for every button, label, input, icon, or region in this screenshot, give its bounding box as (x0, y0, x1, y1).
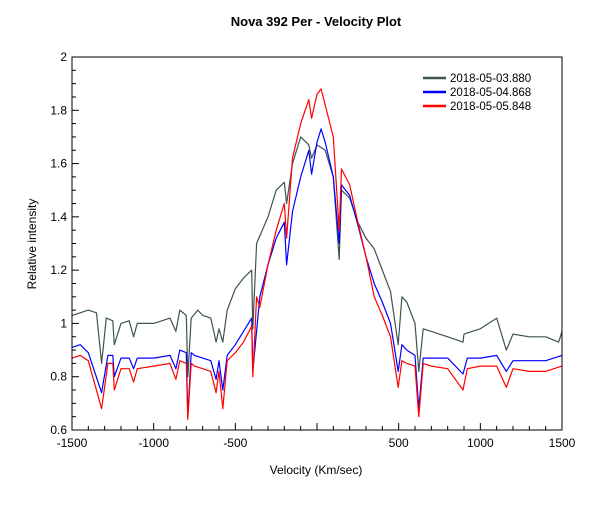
x-tick-label: 1500 (549, 436, 576, 450)
y-tick-label: 2 (60, 50, 67, 64)
legend-label-0: 2018-05-03.880 (450, 73, 531, 85)
y-tick-label: 1 (60, 316, 67, 330)
y-tick-label: 1.8 (50, 103, 67, 117)
x-tick-label: -500 (223, 436, 247, 450)
plot-area: -1500 -1000 -500 500 1000 1500 0.6 0.8 1 1.2 1.4 1.… (50, 50, 575, 450)
y-tick-label: 0.8 (50, 370, 67, 384)
y-tick-label: 1.6 (50, 157, 67, 171)
y-axis-label: Relative intensity (25, 199, 39, 290)
x-tick-label: 500 (389, 436, 409, 450)
x-tick-label: -1000 (138, 436, 169, 450)
y-tick-label: 0.6 (50, 423, 67, 437)
series-line-2 (71, 88, 563, 420)
legend-label-1: 2018-05-04.868 (450, 87, 531, 99)
x-tick-label: 1000 (467, 436, 494, 450)
y-tick-label: 1.4 (50, 210, 67, 224)
x-axis-label: Velocity (Km/sec) (270, 463, 363, 477)
x-tick-label: -1500 (57, 436, 88, 450)
series-line-1 (71, 128, 563, 418)
series-line-0 (71, 136, 563, 378)
y-tick-label: 1.2 (50, 263, 67, 277)
chart-title: Nova 392 Per - Velocity Plot (231, 14, 402, 29)
legend-label-2: 2018-05-05.848 (450, 101, 531, 113)
